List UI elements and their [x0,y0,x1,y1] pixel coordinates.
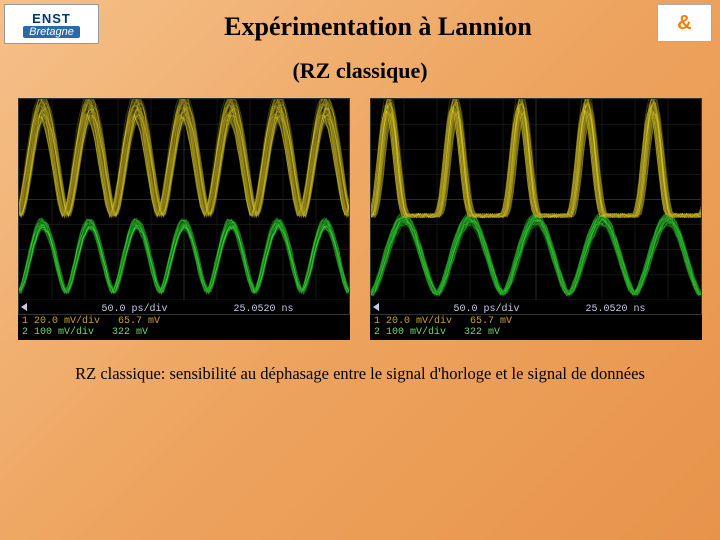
logo-enst-text: ENST [32,11,71,26]
svg-text:25.0520 ns: 25.0520 ns [234,304,294,314]
scope-right-ch2-label: 2 100 mV/div [374,327,446,338]
scope-row: 50.0 ps/div 25.0520 ns 1 20.0 mV/div 65.7… [0,98,720,340]
logo-right: & [657,4,712,42]
scope-right-block: 50.0 ps/div 25.0520 ns 1 20.0 mV/div 65.7… [370,98,702,340]
scope-left: 50.0 ps/div 25.0520 ns [18,98,350,315]
scope-right-ch1-offset: 65.7 mV [470,316,512,327]
scope-right: 50.0 ps/div 25.0520 ns [370,98,702,315]
scope-left-block: 50.0 ps/div 25.0520 ns 1 20.0 mV/div 65.7… [18,98,350,340]
caption: RZ classique: sensibilité au déphasage e… [0,364,720,384]
scope-left-ch2-label: 2 100 mV/div [22,327,94,338]
scope-left-ch2-offset: 322 mV [112,327,148,338]
logo-bretagne-text: Bretagne [23,26,80,38]
scope-left-footer: 1 20.0 mV/div 65.7 mV 2 100 mV/div 322 m… [18,315,350,340]
page-title: Expérimentation à Lannion [99,4,657,42]
svg-text:50.0 ps/div: 50.0 ps/div [102,303,168,314]
logo-enst: ENST Bretagne [4,4,99,44]
svg-text:50.0 ps/div: 50.0 ps/div [454,303,520,314]
scope-right-footer: 1 20.0 mV/div 65.7 mV 2 100 mV/div 322 m… [370,315,702,340]
svg-text:25.0520 ns: 25.0520 ns [586,304,646,314]
page-subtitle: (RZ classique) [0,58,720,84]
scope-left-ch1-label: 1 20.0 mV/div [22,316,100,327]
scope-right-ch2-offset: 322 mV [464,327,500,338]
scope-left-ch1-offset: 65.7 mV [118,316,160,327]
scope-right-ch1-label: 1 20.0 mV/div [374,316,452,327]
header: ENST Bretagne Expérimentation à Lannion … [0,0,720,44]
